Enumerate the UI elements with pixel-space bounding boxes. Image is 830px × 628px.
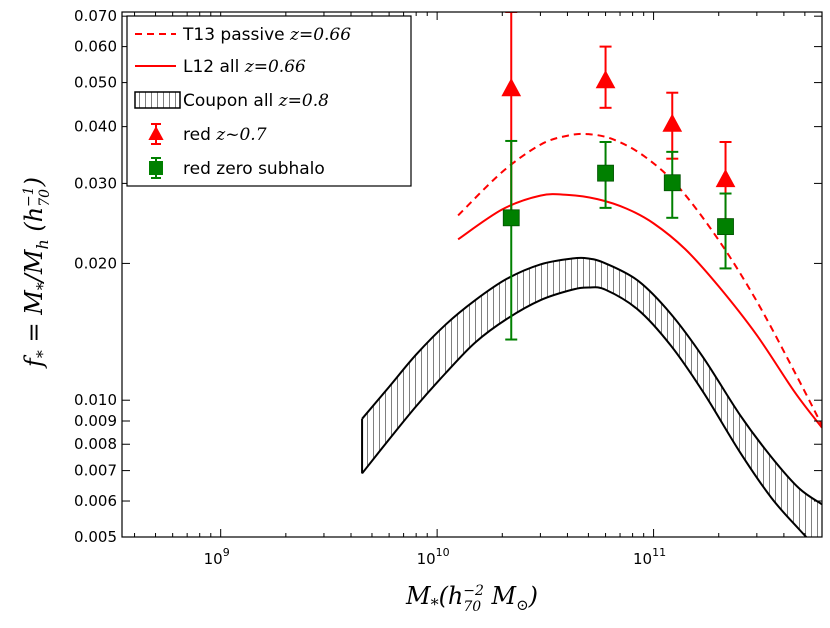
x-tick-label: 1010 xyxy=(417,546,450,568)
y-tick-label: 0.070 xyxy=(74,7,117,25)
y-tick-label: 0.050 xyxy=(74,74,117,92)
legend-hatched-swatch xyxy=(134,91,181,109)
y-axis-title: f* = M*/Mh (h70−1) xyxy=(20,177,53,369)
legend-triangle-marker xyxy=(148,126,164,140)
coupon-band-fill xyxy=(362,257,822,537)
legend-label: Coupon all z=0.8 xyxy=(183,91,329,111)
y-tick-label: 0.008 xyxy=(74,435,117,453)
y-tick-label: 0.030 xyxy=(74,174,117,192)
y-tick-label: 0.010 xyxy=(74,391,117,409)
y-tick-label: 0.020 xyxy=(74,254,117,272)
red-triangle-marker xyxy=(595,70,616,89)
coupon-band-lower-line xyxy=(361,286,808,537)
red-triangle-marker xyxy=(715,168,736,188)
green-square-marker xyxy=(502,209,520,227)
legend-square-marker xyxy=(149,161,163,175)
coupon-band-upper-line xyxy=(361,256,822,506)
legend-label: red z~0.7 xyxy=(183,125,267,145)
green-square-marker xyxy=(663,174,681,192)
l12-all-line xyxy=(457,193,822,429)
green-square-marker xyxy=(597,164,614,182)
plot-frame xyxy=(121,11,823,538)
legend-label: T13 passive z=0.66 xyxy=(182,25,351,45)
x-tick-label: 1011 xyxy=(633,546,666,568)
y-tick-label: 0.009 xyxy=(74,412,117,430)
t13-passive-line xyxy=(457,132,822,426)
y-tick-label: 0.040 xyxy=(74,118,117,136)
green-square-marker xyxy=(717,218,734,236)
x-axis-title: M*(h70−2 M⊙) xyxy=(405,582,538,615)
red-triangle-marker xyxy=(501,78,522,97)
legend-label: red zero subhalo xyxy=(183,159,325,179)
y-tick-label: 0.060 xyxy=(74,38,117,56)
y-tick-label: 0.006 xyxy=(74,492,117,510)
y-tick-label: 0.007 xyxy=(74,462,117,480)
red-triangle-marker xyxy=(662,113,683,132)
legend-label: L12 all z=0.66 xyxy=(183,57,306,77)
x-tick-label: 109 xyxy=(204,546,230,568)
y-tick-label: 0.005 xyxy=(74,528,117,546)
